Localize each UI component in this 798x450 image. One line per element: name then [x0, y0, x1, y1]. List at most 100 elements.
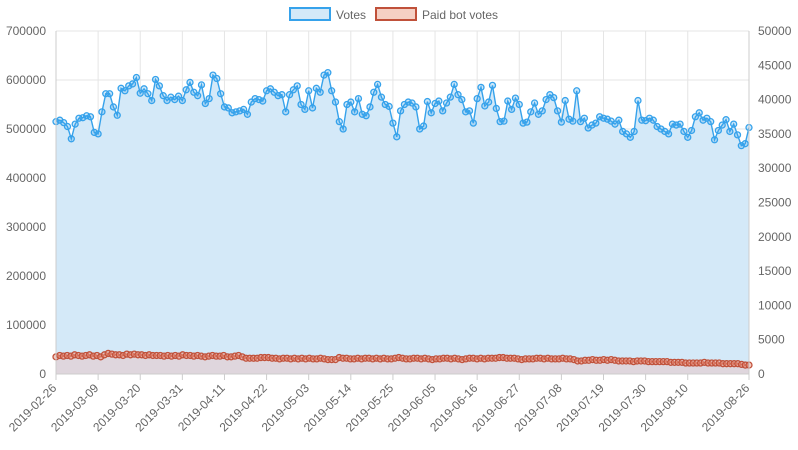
point-votes[interactable]	[630, 127, 638, 136]
point-votes[interactable]	[504, 97, 512, 105]
point-votes[interactable]	[718, 121, 726, 129]
point-votes[interactable]	[538, 107, 546, 115]
point-votes[interactable]	[144, 90, 152, 98]
point-votes[interactable]	[664, 130, 673, 138]
point-votes[interactable]	[469, 119, 477, 127]
point-votes[interactable]	[109, 103, 118, 111]
point-votes[interactable]	[741, 140, 749, 148]
point-votes[interactable]	[427, 109, 435, 117]
point-votes[interactable]	[308, 104, 317, 112]
point-votes[interactable]	[488, 81, 497, 90]
point-votes[interactable]	[580, 114, 589, 122]
point-votes[interactable]	[136, 89, 144, 97]
point-votes[interactable]	[458, 95, 466, 104]
point-votes[interactable]	[148, 96, 156, 105]
point-votes[interactable]	[151, 75, 160, 84]
point-votes[interactable]	[132, 73, 141, 82]
point-votes[interactable]	[224, 104, 232, 112]
point-votes[interactable]	[347, 98, 355, 106]
point-votes[interactable]	[634, 96, 642, 105]
point-votes[interactable]	[542, 95, 550, 104]
point-votes[interactable]	[155, 82, 164, 90]
point-votes[interactable]	[726, 127, 734, 136]
point-votes[interactable]	[174, 92, 183, 100]
point-votes[interactable]	[67, 135, 75, 143]
point-votes[interactable]	[373, 80, 382, 89]
point-votes[interactable]	[331, 98, 340, 106]
point-votes[interactable]	[239, 105, 248, 114]
point-votes[interactable]	[523, 118, 531, 126]
point-votes[interactable]	[328, 87, 336, 95]
point-votes[interactable]	[98, 108, 106, 116]
point-votes[interactable]	[435, 97, 443, 105]
point-votes[interactable]	[113, 111, 121, 119]
point-votes[interactable]	[335, 118, 343, 126]
point-votes[interactable]	[687, 126, 696, 135]
point-votes[interactable]	[370, 88, 378, 96]
point-votes[interactable]	[90, 128, 98, 137]
point-votes[interactable]	[366, 103, 374, 111]
point-votes[interactable]	[561, 96, 569, 105]
point-votes[interactable]	[710, 136, 719, 144]
point-votes[interactable]	[297, 100, 305, 109]
point-votes[interactable]	[714, 126, 723, 135]
point-votes[interactable]	[507, 105, 516, 114]
point-votes[interactable]	[194, 92, 202, 100]
point-votes[interactable]	[94, 130, 102, 138]
point-votes[interactable]	[393, 133, 401, 141]
point-votes[interactable]	[446, 93, 455, 101]
point-votes[interactable]	[159, 92, 167, 100]
point-votes[interactable]	[442, 99, 451, 107]
point-votes[interactable]	[707, 118, 715, 126]
point-votes[interactable]	[569, 117, 577, 125]
point-votes[interactable]	[473, 94, 481, 103]
point-votes[interactable]	[140, 85, 148, 93]
point-votes[interactable]	[125, 82, 133, 90]
point-votes[interactable]	[186, 78, 194, 87]
legend-label-votes[interactable]: Votes	[336, 8, 366, 22]
legend[interactable]: Votes Paid bot votes	[289, 7, 498, 22]
point-votes[interactable]	[649, 116, 657, 124]
point-votes[interactable]	[557, 118, 566, 126]
point-votes[interactable]	[63, 122, 72, 131]
point-votes[interactable]	[278, 91, 286, 99]
point-votes[interactable]	[216, 90, 225, 98]
point-votes[interactable]	[358, 110, 366, 118]
point-votes[interactable]	[128, 80, 137, 88]
point-votes[interactable]	[305, 87, 313, 95]
legend-swatch-paid-bot-votes[interactable]	[375, 7, 417, 21]
point-votes[interactable]	[197, 81, 206, 89]
point-votes[interactable]	[684, 133, 692, 141]
point-votes[interactable]	[377, 93, 386, 101]
point-votes[interactable]	[86, 113, 95, 121]
point-votes[interactable]	[676, 120, 684, 128]
point-votes[interactable]	[182, 86, 190, 94]
point-votes[interactable]	[450, 80, 458, 89]
point-votes[interactable]	[389, 119, 397, 127]
point-votes[interactable]	[553, 107, 562, 115]
point-votes[interactable]	[105, 90, 114, 98]
point-votes[interactable]	[699, 116, 707, 124]
point-votes[interactable]	[255, 95, 263, 104]
legend-swatch-votes[interactable]	[289, 7, 331, 21]
point-votes[interactable]	[71, 120, 79, 128]
point-votes[interactable]	[500, 117, 508, 125]
point-votes[interactable]	[515, 100, 523, 109]
point-votes[interactable]	[530, 99, 539, 107]
point-votes[interactable]	[282, 108, 290, 116]
point-votes[interactable]	[511, 94, 520, 102]
point-votes[interactable]	[596, 113, 604, 121]
point-votes[interactable]	[730, 120, 738, 128]
point-votes[interactable]	[354, 94, 363, 103]
point-votes[interactable]	[201, 99, 209, 108]
point-votes[interactable]	[243, 110, 252, 118]
point-votes[interactable]	[362, 112, 370, 120]
point-votes[interactable]	[573, 87, 581, 95]
point-votes[interactable]	[484, 98, 493, 106]
point-votes[interactable]	[419, 122, 428, 130]
point-votes[interactable]	[626, 133, 634, 141]
point-votes[interactable]	[492, 104, 500, 113]
point-votes[interactable]	[316, 88, 324, 96]
point-votes[interactable]	[423, 97, 432, 106]
point-votes[interactable]	[396, 107, 405, 115]
